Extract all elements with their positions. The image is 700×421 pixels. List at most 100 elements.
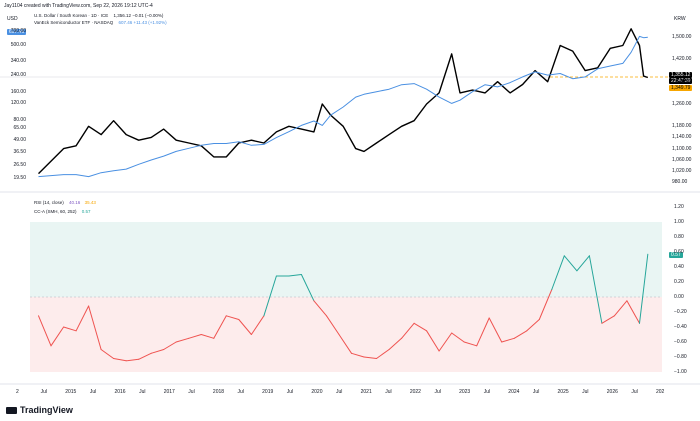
tradingview-logo-icon [6, 407, 17, 414]
left-axis-unit: USD [7, 16, 18, 22]
x-tick: 2026 [606, 389, 618, 395]
cca-segment [501, 337, 515, 343]
x-tick: Jul [286, 389, 294, 395]
cca-segment [551, 255, 565, 290]
x-tick: 2025 [557, 389, 569, 395]
cca-segment [263, 275, 277, 317]
right-y-tick: 1,180.00 [672, 123, 692, 130]
cca-segment [250, 315, 265, 335]
x-tick: 2023 [459, 389, 471, 395]
right-axis-unit: KRW [674, 16, 686, 22]
x-tick: Jul [188, 389, 195, 395]
x-tick: 2020 [311, 389, 323, 395]
legend-main-values: 1,356.12 −0.01 (−0.00%) [113, 13, 164, 18]
indicator-y-tick: −0.20 [674, 309, 687, 315]
left-y-tick: 19.50 [13, 174, 26, 181]
chart-credit: Jay1104 created with TradingView.com, Se… [4, 3, 153, 9]
indicator-y-tick: 0.00 [674, 294, 684, 300]
cca-segment [363, 356, 377, 359]
right-y-tick: 1,340.00 [672, 78, 692, 85]
cca-segment [326, 315, 340, 335]
left-y-tick: 700.00 [10, 28, 26, 35]
cca-segment [601, 315, 615, 324]
x-tick: Jul [139, 389, 146, 395]
indicator-y-tick: 0.20 [674, 279, 684, 285]
rsi-value-2: 35.43 [84, 200, 96, 205]
cca-segment [513, 330, 528, 339]
legend-second-values: 607.46 +11.43 (+1.92%) [118, 20, 167, 25]
cca-segment [488, 317, 503, 343]
cca-value: 0.57 [81, 209, 91, 214]
cca-segment [413, 322, 428, 332]
rsi-legend[interactable]: RSI (14, close) 40.16 35.43 [34, 200, 96, 205]
right-y-tick: 1,020.00 [672, 167, 692, 174]
rsi-label: RSI (14, close) [34, 200, 64, 205]
left-y-tick: 26.50 [13, 162, 26, 169]
cca-segment [526, 319, 540, 332]
indicator-y-tick: 1.00 [674, 219, 684, 225]
cca-legend[interactable]: CC-A (SMH, 60, 252) 0.57 [34, 209, 91, 214]
x-tick: 2017 [163, 389, 175, 395]
x-tick: Jul [483, 389, 491, 395]
cca-value-badge: 0.57 [669, 252, 683, 258]
cca-segment [238, 319, 252, 335]
left-y-tick: 36.50 [13, 148, 26, 155]
left-y-tick: 340.00 [10, 57, 26, 64]
right-y-tick: 1,500.00 [672, 34, 692, 41]
cca-segment [576, 255, 590, 272]
cca-segment [538, 289, 553, 320]
cca-segment [313, 300, 327, 317]
x-tick: 2 [16, 389, 19, 395]
cca-segment [639, 253, 649, 324]
cca-segment [438, 332, 453, 352]
cca-segment [476, 317, 490, 347]
tradingview-logo-text: TradingView [20, 405, 73, 415]
legend-second[interactable]: VanEck Semiconductor ETF · NASDAQ 607.46… [34, 20, 167, 25]
cca-segment [338, 334, 352, 354]
x-tick: 2021 [360, 389, 372, 395]
cca-segment [163, 341, 177, 350]
positive-zone-fill [30, 222, 662, 297]
cca-segment [138, 352, 152, 360]
indicator-y-tick: −0.40 [674, 324, 687, 330]
cca-segment [38, 315, 52, 347]
cca-segment [113, 358, 127, 362]
dashed-level-badge: 1,349.79 [669, 85, 693, 91]
x-tick: Jul [336, 389, 343, 395]
left-y-tick: 240.00 [10, 72, 26, 79]
cca-segment [63, 326, 77, 332]
cca-segment [426, 330, 440, 352]
legend-main[interactable]: U.S. Dollar / South Korean · 1D · ICE 1,… [34, 13, 163, 18]
countdown-badge: 22:47:39 [669, 78, 693, 84]
cca-segment [288, 274, 302, 277]
indicator-y-tick: −0.80 [674, 354, 687, 360]
cca-label: CC-A (SMH, 60, 252) [34, 209, 77, 214]
cca-segment [300, 274, 315, 302]
rsi-value-1: 40.16 [69, 200, 81, 205]
x-tick: 202 [656, 389, 665, 395]
x-tick: Jul [532, 389, 540, 395]
tradingview-logo[interactable]: TradingView [6, 405, 73, 415]
x-tick: 2019 [262, 389, 274, 395]
cca-segment [213, 315, 227, 339]
left-y-tick: 65.00 [13, 125, 26, 132]
indicator-y-tick: 1.20 [674, 204, 684, 210]
cca-segment [188, 334, 202, 339]
right-y-tick: 1,100.00 [672, 145, 692, 152]
cca-segment [351, 352, 365, 358]
current-price-badge: 1,355.12 [669, 72, 693, 78]
indicator-y-tick: 0.40 [674, 264, 684, 270]
cca-segment [401, 322, 415, 339]
x-tick: 2024 [508, 389, 520, 395]
usdkrw-series-line [38, 28, 649, 175]
left-y-tick: 49.00 [13, 136, 26, 143]
cca-segment [451, 332, 465, 343]
x-tick: Jul [582, 389, 589, 395]
x-tick: 2015 [65, 389, 77, 395]
x-tick: Jul [89, 389, 97, 395]
x-tick: 2016 [114, 389, 126, 395]
cca-segment [563, 255, 578, 272]
x-tick: Jul [434, 389, 441, 395]
